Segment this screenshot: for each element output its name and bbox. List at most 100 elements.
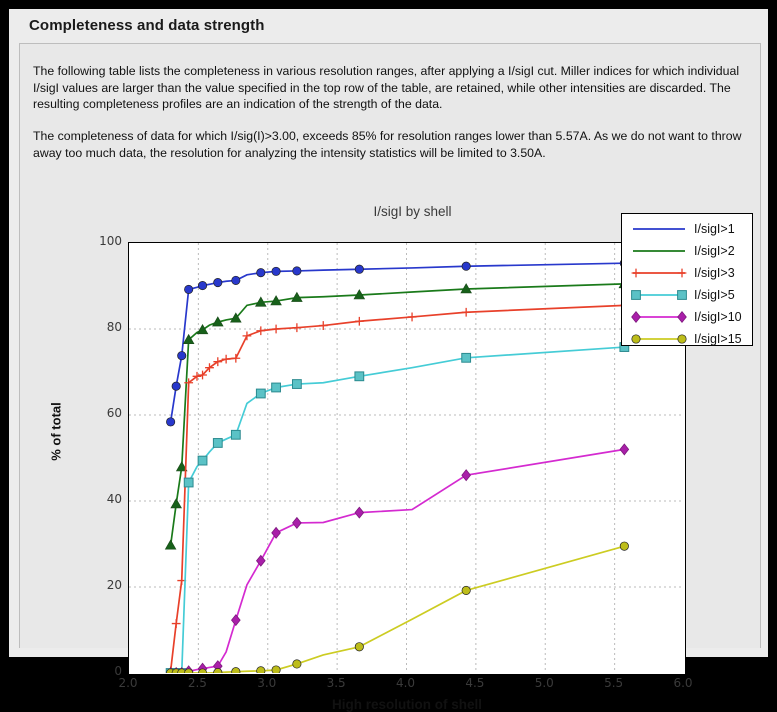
data-point-circle — [213, 668, 223, 673]
chart-title: I/sigI by shell — [373, 204, 452, 219]
x-tick-label: 6.0 — [673, 676, 693, 690]
legend-item[interactable]: I/sigI>3 — [622, 263, 752, 283]
legend-item[interactable]: I/sigI>15 — [622, 329, 752, 349]
x-tick-label: 3.5 — [326, 676, 346, 690]
data-point-plus — [205, 363, 214, 373]
x-axis-label: High resolution of shell — [331, 697, 482, 712]
data-point-square — [183, 477, 194, 488]
series-layer — [164, 258, 631, 673]
data-point-circle — [619, 541, 629, 551]
gridlines — [129, 243, 684, 673]
data-point-square — [677, 290, 687, 300]
series-line — [169, 262, 625, 423]
data-point-triangle — [460, 283, 472, 294]
legend-label: I/sigI>10 — [694, 310, 742, 324]
legend-item[interactable]: I/sigI>10 — [622, 307, 752, 327]
series-line — [169, 283, 625, 546]
data-point-circle — [231, 275, 241, 285]
data-point-triangle — [270, 295, 282, 306]
data-point-circle — [354, 642, 364, 652]
y-tick-label: 60 — [106, 406, 122, 420]
data-point-plus — [271, 324, 281, 334]
y-tick-label: 40 — [106, 492, 122, 506]
legend-swatch — [629, 329, 689, 349]
data-point-plus — [242, 331, 252, 341]
data-point-square — [291, 379, 302, 389]
series-line — [170, 448, 625, 673]
data-point-plus — [171, 619, 181, 628]
data-point-triangle — [255, 296, 267, 307]
data-point-diamond — [255, 554, 266, 567]
chart-container: I/sigI by shell % of total 0 20 40 60 80 100 … — [20, 184, 762, 712]
y-tick-label: 80 — [106, 320, 122, 334]
application-window: Completeness and data strength The follo… — [9, 9, 768, 712]
plot-svg — [129, 243, 684, 673]
series-line — [169, 304, 625, 671]
legend-label: I/sigI>3 — [694, 266, 735, 280]
y-tick-label: 100 — [99, 234, 122, 248]
data-point-square — [354, 371, 365, 382]
x-tick-label: 5.5 — [604, 676, 624, 690]
data-point-diamond — [677, 310, 687, 324]
data-point-circle — [631, 334, 641, 344]
legend-item[interactable]: I/sigI>2 — [622, 241, 752, 261]
series-i-sigi-1 — [166, 258, 629, 427]
legend-swatch — [629, 307, 689, 327]
data-point-square — [255, 388, 266, 399]
legend-label: I/sigI>2 — [694, 244, 735, 258]
data-point-circle — [166, 417, 176, 427]
legend-item[interactable]: I/sigI>1 — [622, 219, 752, 239]
data-point-plus — [292, 323, 302, 333]
series-i-sigi-2 — [164, 277, 631, 550]
data-point-plus — [256, 326, 266, 336]
data-point-square — [631, 290, 641, 300]
data-point-square — [212, 438, 223, 448]
data-point-triangle — [170, 498, 182, 509]
legend-swatch — [629, 241, 689, 261]
data-point-plus — [213, 357, 223, 367]
data-point-diamond — [619, 443, 630, 456]
data-point-circle — [256, 268, 266, 278]
data-point-triangle — [164, 539, 177, 550]
data-point-triangle — [175, 461, 188, 472]
data-point-diamond — [631, 310, 641, 324]
data-point-circle — [231, 667, 241, 673]
data-point-triangle — [230, 312, 242, 323]
y-tick-label: 20 — [106, 578, 122, 592]
x-tick-label: 2.5 — [187, 676, 207, 690]
chart-legend: I/sigI>1 I/sigI>2 I/sigI>3 I/sigI>5 I/sigI>1… — [621, 213, 753, 346]
data-point-circle — [677, 334, 687, 344]
data-point-triangle — [196, 323, 209, 335]
legend-label: I/sigI>15 — [694, 332, 742, 346]
description-paragraph-2: The completeness of data for which I/sig… — [33, 129, 742, 160]
data-point-diamond — [354, 506, 365, 519]
legend-item[interactable]: I/sigI>5 — [622, 285, 752, 305]
data-point-square — [461, 352, 472, 363]
data-point-plus — [407, 312, 417, 322]
panel-title: Completeness and data strength — [9, 9, 768, 43]
y-axis-label: % of total — [48, 402, 64, 461]
data-point-diamond — [292, 516, 302, 529]
data-point-circle — [461, 261, 471, 271]
data-point-circle — [197, 281, 208, 291]
data-point-circle — [292, 266, 302, 276]
data-point-circle — [271, 266, 281, 276]
data-point-circle — [271, 665, 281, 673]
data-point-plus — [631, 268, 641, 278]
data-point-square — [197, 455, 208, 466]
data-point-square — [271, 382, 281, 393]
data-point-circle — [354, 264, 364, 274]
x-tick-label: 2.0 — [118, 676, 138, 690]
description-paragraph-1: The following table lists the completene… — [33, 64, 740, 111]
data-point-plus — [354, 316, 364, 326]
data-point-plus — [231, 353, 241, 363]
series-i-sigi-10 — [165, 443, 630, 673]
data-point-circle — [461, 585, 471, 595]
data-point-triangle — [291, 291, 303, 302]
legend-label: I/sigI>5 — [694, 288, 735, 302]
panel-body: The following table lists the completene… — [19, 43, 762, 712]
data-point-plus — [318, 321, 328, 330]
legend-swatch — [629, 219, 689, 239]
data-point-plus — [221, 354, 231, 364]
data-point-diamond — [231, 614, 241, 627]
